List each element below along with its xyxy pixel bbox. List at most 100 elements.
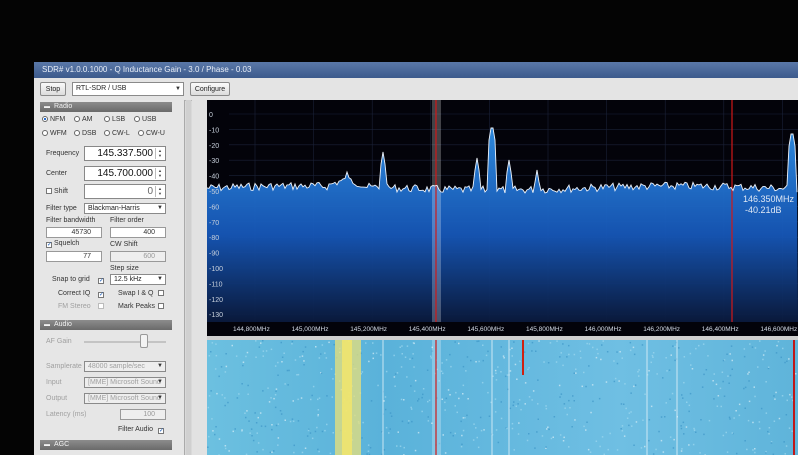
mode-radio-nfm[interactable]: NFM (42, 116, 65, 123)
agc-section-header[interactable]: ▬ AGC (40, 440, 172, 450)
db-tick-label: -60 (209, 204, 219, 211)
collapse-icon: ▬ (44, 104, 50, 110)
filter-audio-label: Filter Audio (118, 426, 154, 433)
step-size-select[interactable]: 12.5 kHz ▼ (110, 274, 166, 285)
spectrum-display[interactable]: 0 -10 -20 -30 -40 -50 -60 -70 -80 -90 -100 -110 -120… (207, 100, 798, 336)
filter-audio-checkbox[interactable]: ✓ (158, 428, 165, 434)
mode-radio-usb[interactable]: USB (134, 116, 156, 123)
filter-type-select[interactable]: Blackman-Harris ▼ (84, 203, 166, 214)
chevron-down-icon: ▼ (157, 395, 163, 401)
latency-label: Latency (ms) (46, 411, 87, 418)
audio-section-header[interactable]: ▬ Audio (40, 320, 172, 330)
spinner-icon[interactable]: ▲ ▼ (155, 168, 164, 179)
title-bar: SDR# v1.0.0.1000 - Q Inductance Gain - 3… (34, 62, 798, 78)
agc-section-label: AGC (54, 441, 70, 448)
chevron-down-icon: ▼ (157, 205, 163, 211)
mode-radio-cwl[interactable]: CW-L (104, 130, 130, 137)
shift-input[interactable]: 0 ▲ ▼ (84, 184, 166, 199)
collapse-icon: ▬ (44, 322, 50, 328)
output-label: Output (46, 395, 68, 402)
af-gain-slider-track[interactable] (84, 341, 166, 343)
db-tick-label: -130 (209, 312, 223, 319)
frequency-input[interactable]: 145.337.500 ▲ ▼ (84, 146, 166, 161)
db-tick-label: -50 (209, 189, 219, 196)
frequency-axis: 144,800MHz 145,000MHz 145,200MHz 145,400MHz… (233, 326, 797, 333)
correct-iq-checkbox[interactable]: ✓ (98, 292, 105, 298)
device-select-value: RTL-SDR / USB (76, 85, 127, 92)
center-value: 145.700.000 (97, 168, 153, 179)
db-tick-label: -20 (209, 143, 219, 150)
correct-iq-label: Correct IQ (58, 290, 91, 297)
filter-type-value: Blackman-Harris (88, 205, 140, 212)
filter-bandwidth-input[interactable]: 45730 (46, 227, 102, 238)
radio-section-header[interactable]: ▬ Radio (40, 102, 172, 112)
mark-peaks-checkbox[interactable] (158, 303, 166, 310)
filter-bandwidth-label: Filter bandwidth (46, 217, 96, 224)
frequency-tick-label: 145,200MHz (350, 326, 387, 333)
configure-button[interactable]: Configure (190, 82, 230, 96)
chevron-down-icon: ▼ (157, 276, 163, 282)
mode-radio-cwu[interactable]: CW-U (138, 130, 165, 137)
spectrum-waterfall-splitter[interactable] (207, 336, 798, 340)
spinner-icon[interactable]: ▲ ▼ (155, 148, 164, 159)
db-tick-label: -70 (209, 220, 219, 227)
db-tick-label: -80 (209, 235, 219, 242)
snap-to-grid-checkbox[interactable]: ✓ (98, 278, 105, 284)
db-tick-label: -90 (209, 251, 219, 258)
waterfall-display[interactable] (207, 340, 798, 455)
center-label: Center (46, 170, 68, 177)
chevron-down-icon: ▼ (157, 379, 163, 385)
mode-radio-lsb[interactable]: LSB (104, 116, 125, 123)
input-select[interactable]: [MME] Microsoft Sound ▼ (84, 377, 166, 388)
frequency-label: Frequency (46, 150, 80, 157)
samplerate-label: Samplerate (46, 363, 82, 370)
audio-section-label: Audio (54, 321, 72, 328)
samplerate-select[interactable]: 48000 sample/sec ▼ (84, 361, 166, 372)
filter-order-input[interactable]: 400 (110, 227, 166, 238)
spectrum-trace (207, 127, 798, 194)
mode-radio-am[interactable]: AM (74, 116, 93, 123)
squelch-input[interactable]: 77 (46, 251, 102, 262)
cw-shift-input[interactable]: 600 (110, 251, 166, 262)
panel-scrollbar[interactable] (186, 100, 191, 455)
spectrum-plot[interactable]: 0 -10 -20 -30 -40 -50 -60 -70 -80 -90 -100 -110 -120… (207, 100, 798, 336)
panel-gutter (192, 100, 207, 455)
db-tick-label: 0 (209, 112, 213, 119)
swap-iq-label: Swap I & Q (118, 290, 154, 297)
output-select[interactable]: [MME] Microsoft Sound ▼ (84, 393, 166, 404)
shift-checkbox[interactable]: Shift (46, 188, 68, 195)
fm-stereo-label: FM Stereo (58, 303, 91, 310)
db-tick-label: -30 (209, 158, 219, 165)
mode-radio-dsb[interactable]: DSB (74, 130, 96, 137)
step-size-label: Step size (110, 265, 139, 272)
spectrum-fill (207, 128, 798, 322)
waterfall-plot[interactable] (207, 340, 798, 455)
chevron-down-icon: ▼ (157, 363, 163, 369)
latency-input[interactable]: 100 (120, 409, 166, 420)
mode-radio-wfm[interactable]: WFM (42, 130, 67, 137)
chevron-down-icon: ▼ (175, 86, 181, 92)
swap-iq-checkbox[interactable] (158, 290, 166, 297)
mark-peaks-label: Mark Peaks (118, 303, 155, 310)
frequency-tick-label: 145,800MHz (526, 326, 563, 333)
stop-button[interactable]: Stop (40, 82, 66, 96)
filter-order-label: Filter order (110, 217, 144, 224)
frequency-tick-label: 145,400MHz (409, 326, 446, 333)
frequency-tick-label: 146,400MHz (702, 326, 739, 333)
spinner-icon[interactable]: ▲ ▼ (155, 186, 164, 197)
frequency-tick-label: 144,800MHz (233, 326, 270, 333)
squelch-checkbox[interactable]: ✓ Squelch (46, 240, 80, 248)
af-gain-slider-thumb[interactable] (140, 334, 148, 348)
input-label: Input (46, 379, 62, 386)
sdr-window: SDR# v1.0.0.1000 - Q Inductance Gain - 3… (34, 62, 798, 455)
snap-to-grid-label: Snap to grid (52, 276, 90, 283)
cursor-level-readout: -40.21dB (745, 205, 782, 215)
db-tick-label: -110 (209, 281, 223, 288)
device-select[interactable]: RTL-SDR / USB ▼ (72, 82, 184, 96)
db-tick-label: -100 (209, 266, 223, 273)
fm-stereo-checkbox[interactable] (98, 303, 106, 310)
frequency-tick-label: 146,600MHz (760, 326, 797, 333)
center-input[interactable]: 145.700.000 ▲ ▼ (84, 166, 166, 181)
collapse-icon: ▬ (44, 442, 50, 448)
